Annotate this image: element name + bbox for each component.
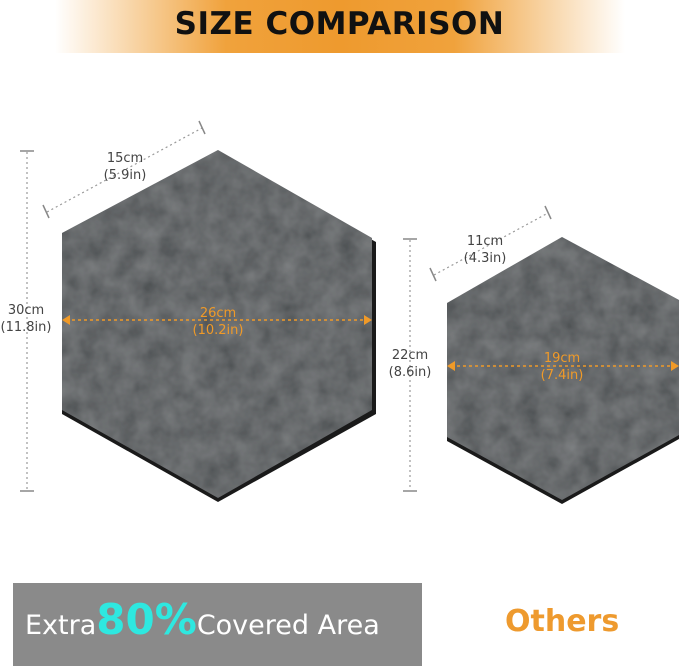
promo-prefix: Extra bbox=[25, 610, 97, 641]
promo-suffix: Covered Area bbox=[196, 610, 380, 641]
small-width-label: 19cm (7.4in) bbox=[540, 351, 584, 383]
large-hexagon bbox=[62, 150, 372, 498]
promo-percent: 80% bbox=[96, 595, 197, 644]
large-width-label: 26cm (10.2in) bbox=[192, 306, 244, 338]
page-title: SIZE COMPARISON bbox=[174, 6, 505, 42]
title-banner bbox=[55, 0, 625, 53]
small-side-line bbox=[433, 212, 549, 276]
large-height-label: 30cm (11.8in) bbox=[0, 303, 52, 335]
large-side-line bbox=[46, 127, 203, 213]
small-height-label: 22cm (8.6in) bbox=[388, 348, 432, 380]
promo-banner: Extra80%Covered Area bbox=[13, 583, 422, 666]
small-side-label: 11cm (4.3in) bbox=[463, 234, 507, 266]
small-hexagon bbox=[447, 237, 679, 500]
others-label: Others bbox=[505, 604, 620, 639]
large-side-label: 15cm (5.9in) bbox=[103, 151, 147, 183]
